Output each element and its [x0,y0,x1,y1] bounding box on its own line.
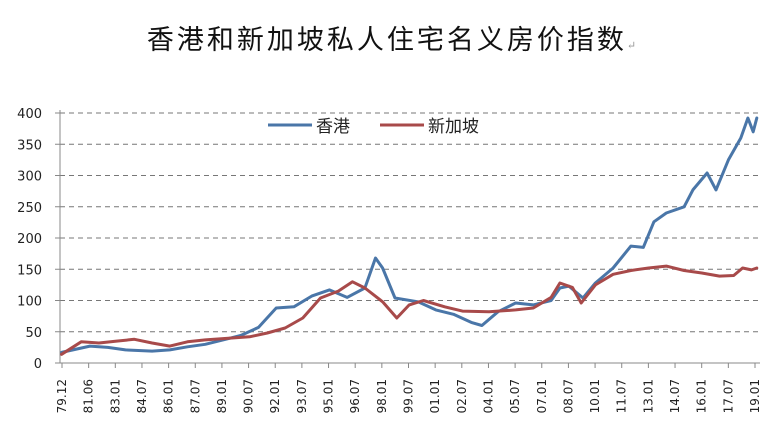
paragraph-mark-icon: ↵ [626,39,637,52]
x-tick-label: 01.01 [428,379,442,413]
legend-label-sg: 新加坡 [428,117,479,137]
chart-title: 香港和新加坡私人住宅名义房价指数↵ [0,18,783,57]
y-tick-label: 300 [17,170,42,185]
x-tick-label: 17.07 [721,379,735,413]
x-tick-label: 13.01 [641,379,655,413]
y-tick-label: 200 [17,232,42,247]
x-tick-label: 84.07 [135,379,149,413]
x-axis-ticks: 79.12 81.06 83.01 84.07 86.01 87.07 89.01 90.07… [55,363,762,413]
x-tick-label: 11.07 [615,379,629,413]
x-tick-label: 99.07 [402,379,416,413]
y-tick-label: 350 [17,138,42,153]
chart-title-text: 香港和新加坡私人住宅名义房价指数 [146,25,627,56]
y-tick-label: 150 [17,263,42,278]
x-tick-label: 83.01 [108,379,122,413]
y-tick-label: 100 [17,295,42,310]
x-tick-label: 05.07 [508,379,522,413]
y-tick-label: 50 [25,326,42,341]
series-line-singapore [60,264,759,356]
axes [59,110,760,364]
x-tick-label: 14.07 [668,379,682,413]
y-tick-label: 400 [17,107,42,122]
x-tick-label: 02.07 [455,379,469,413]
x-tick-label: 10.01 [588,379,602,413]
legend-label-hk: 香港 [316,117,350,137]
x-tick-label: 92.01 [268,379,282,413]
x-tick-label: 96.07 [348,379,362,413]
x-tick-label: 19.01 [748,379,762,413]
series-line-hongkong [60,116,759,354]
y-tick-label: 0 [34,357,42,372]
data-lines [60,116,759,356]
x-tick-label: 93.07 [295,379,309,413]
x-tick-label: 07.01 [535,379,549,413]
y-tick-label: 250 [17,201,42,216]
x-tick-label: 16.01 [695,379,709,413]
y-axis-ticks: 0 50 100 150 200 250 300 350 400 [17,107,60,372]
x-tick-label: 08.07 [561,379,575,413]
x-tick-label: 04.01 [481,379,495,413]
x-tick-label: 90.07 [242,379,256,413]
legend: 香港 新加坡 [268,117,479,137]
x-tick-label: 87.07 [188,379,202,413]
x-tick-label: 79.12 [55,379,69,413]
x-tick-label: 81.06 [82,379,96,413]
x-tick-label: 95.01 [322,379,336,413]
x-tick-label: 86.01 [162,379,176,413]
x-tick-label: 98.01 [375,379,389,413]
x-tick-label: 89.01 [215,379,229,413]
